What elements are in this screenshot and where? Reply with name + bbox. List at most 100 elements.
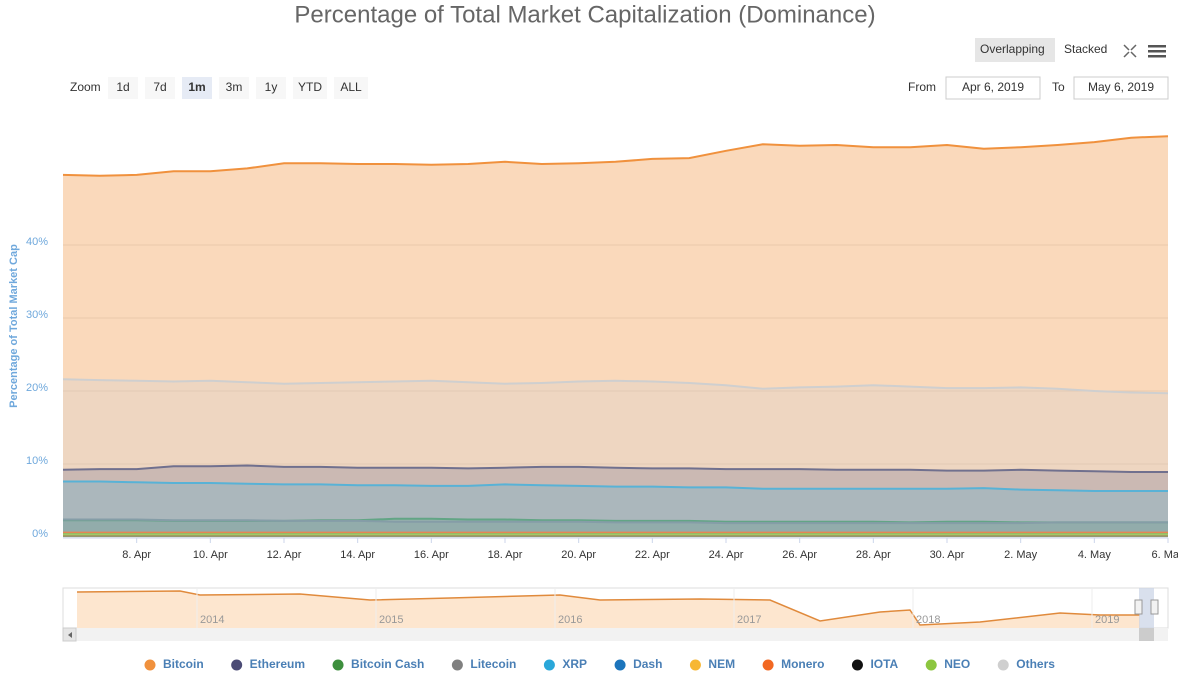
zoom-button[interactable]: YTD <box>293 77 327 99</box>
zoom-button-bg[interactable] <box>145 77 175 99</box>
zoom-button-label[interactable]: ALL <box>340 80 362 94</box>
x-tick-label: 26. Apr <box>782 549 817 561</box>
area-line <box>62 464 1168 473</box>
legend-marker[interactable] <box>451 659 463 671</box>
navigator-selection[interactable] <box>1139 588 1154 628</box>
zoom-button-bg[interactable] <box>293 77 327 99</box>
navigator-label: 2018 <box>916 614 940 626</box>
legend-label[interactable]: Others <box>1016 657 1055 671</box>
legend-label[interactable]: NEO <box>944 657 970 671</box>
legend-label[interactable]: Bitcoin Cash <box>351 657 424 671</box>
legend-item[interactable]: NEM <box>689 657 735 671</box>
zoom-button[interactable]: 1d <box>108 77 138 99</box>
from-value[interactable]: Apr 6, 2019 <box>962 80 1024 94</box>
legend-label[interactable]: Ethereum <box>250 657 305 671</box>
legend-label[interactable]: Dash <box>633 657 662 671</box>
zoom-button-bg[interactable] <box>108 77 138 99</box>
zoom-button-bg[interactable] <box>219 77 249 99</box>
zoom-button-label[interactable]: YTD <box>298 80 322 94</box>
legend-item[interactable]: Dash <box>614 657 663 671</box>
x-tick-label: 30. Apr <box>930 549 965 561</box>
legend-label[interactable]: XRP <box>562 657 587 671</box>
to-input[interactable] <box>1073 76 1169 100</box>
x-tick-label: 24. Apr <box>709 549 744 561</box>
zoom-button-label[interactable]: 1m <box>188 80 205 94</box>
zoom-button[interactable]: 7d <box>145 77 175 99</box>
y-tick-label: 20% <box>26 382 48 394</box>
to-label: To <box>1052 80 1065 94</box>
legend-marker[interactable] <box>543 659 555 671</box>
controls: Overlapping Stacked Zoom 1d 7d 1m 3m 1y YTD ALL Fr… <box>70 38 1169 100</box>
to-value[interactable]: May 6, 2019 <box>1088 80 1154 94</box>
legend-label[interactable]: NEM <box>708 657 735 671</box>
legend-label[interactable]: IOTA <box>870 657 898 671</box>
legend-marker[interactable] <box>997 659 1009 671</box>
zoom-button[interactable]: 1y <box>256 77 286 99</box>
legend-marker[interactable] <box>231 659 243 671</box>
legend-label[interactable]: Monero <box>781 657 824 671</box>
menu-bar[interactable] <box>1148 50 1166 53</box>
x-tick-label: 18. Apr <box>488 549 523 561</box>
legend-marker[interactable] <box>762 659 774 671</box>
area-line <box>63 518 1168 525</box>
legend-item[interactable]: IOTA <box>851 657 899 671</box>
legend-marker[interactable] <box>689 659 701 671</box>
legend-marker[interactable] <box>144 659 156 671</box>
zoom-button-label[interactable]: 7d <box>153 80 166 94</box>
area-fill <box>63 481 1168 537</box>
navigator-line <box>76 590 1140 626</box>
plot-area: 0% 10% 20% 30% 40% 8. Apr 10. Apr 12. Apr 14. Ap… <box>26 118 1178 561</box>
zoom-button-bg[interactable] <box>256 77 286 99</box>
legend-item[interactable]: Others <box>997 657 1056 671</box>
zoom-label: Zoom <box>70 80 101 94</box>
zoom-button-label[interactable]: 1d <box>116 80 129 94</box>
legend-item[interactable]: Bitcoin Cash <box>332 657 425 671</box>
navigator-label: 2016 <box>558 614 582 626</box>
mode-button[interactable]: Stacked <box>1064 42 1107 56</box>
legend-label[interactable]: Litecoin <box>470 657 516 671</box>
y-tick-label: 0% <box>32 528 48 540</box>
area-line <box>62 135 1169 177</box>
mode-button[interactable]: Overlapping <box>975 38 1055 62</box>
zoom-button-label[interactable]: 1y <box>265 80 278 94</box>
x-tick-label: 16. Apr <box>414 549 449 561</box>
x-tick-label: 6. May <box>1151 549 1178 561</box>
navigator-handle[interactable] <box>1150 599 1159 615</box>
zoom-button-bg[interactable] <box>182 77 212 99</box>
x-tick-label: 2. May <box>1004 549 1038 561</box>
from-input[interactable] <box>945 76 1041 100</box>
menu-bar[interactable] <box>1148 45 1166 48</box>
mode-button-label[interactable]: Stacked <box>1064 42 1107 56</box>
y-tick-label: 40% <box>26 236 48 248</box>
area-line <box>63 480 1168 492</box>
x-tick-label: 8. Apr <box>122 549 151 561</box>
zoom-button[interactable]: ALL <box>334 77 368 99</box>
menu-icons[interactable] <box>1123 44 1166 58</box>
legend-item[interactable]: Ethereum <box>231 657 305 671</box>
legend-marker[interactable] <box>925 659 937 671</box>
mode-button-label[interactable]: Overlapping <box>980 42 1045 56</box>
legend-marker[interactable] <box>851 659 863 671</box>
legend-item[interactable]: XRP <box>543 657 587 671</box>
zoom-button-label[interactable]: 3m <box>226 80 243 94</box>
navigator-label: 2014 <box>200 614 224 626</box>
legend-marker[interactable] <box>332 659 344 671</box>
x-tick-label: 4. May <box>1078 549 1112 561</box>
legend-item[interactable]: NEO <box>925 657 971 671</box>
mode-button-bg[interactable] <box>975 38 1055 62</box>
fullscreen-icon[interactable] <box>1123 44 1137 58</box>
zoom-button[interactable]: 1m <box>182 77 212 99</box>
legend-item[interactable]: Litecoin <box>451 657 517 671</box>
legend-label[interactable]: Bitcoin <box>163 657 204 671</box>
legend-item[interactable]: Bitcoin <box>144 657 204 671</box>
area-fill <box>63 465 1168 537</box>
legend-marker[interactable] <box>614 659 626 671</box>
zoom-button[interactable]: 3m <box>219 77 249 99</box>
navigator-handle[interactable] <box>1134 599 1143 615</box>
scrollbar[interactable] <box>63 628 1168 641</box>
scroll-thumb[interactable] <box>1139 628 1154 641</box>
menu-bar[interactable] <box>1148 55 1166 58</box>
zoom-button-bg[interactable] <box>334 77 368 99</box>
x-tick-label: 14. Apr <box>340 549 375 561</box>
legend-item[interactable]: Monero <box>762 657 825 671</box>
